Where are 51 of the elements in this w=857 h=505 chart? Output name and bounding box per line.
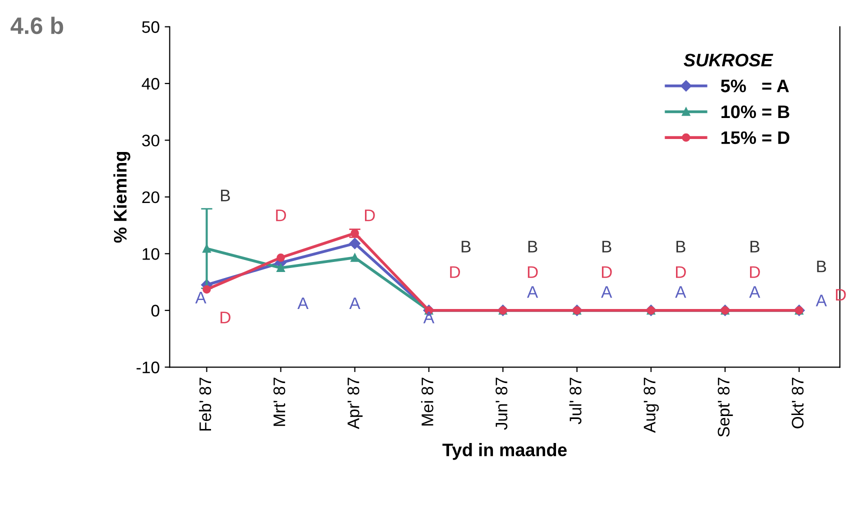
y-tick-label: 40 [142, 78, 160, 90]
y-tick-label: 20 [142, 191, 160, 204]
point [276, 253, 285, 262]
annotation: D [528, 266, 538, 278]
point [349, 238, 360, 250]
annotation: A [816, 294, 827, 306]
x-tick-label: Feb' 87 [198, 378, 212, 431]
x-tick-label: Okt' 87 [791, 378, 804, 428]
chart-title: 4.6 b [10, 16, 64, 34]
x-tick-label: Mei 87 [421, 378, 434, 426]
annotation: B [462, 240, 471, 252]
legend-label: 5% = A [720, 80, 789, 92]
annotation: A [527, 286, 538, 298]
annotation: D [676, 266, 686, 278]
annotation: A [297, 298, 309, 310]
annotation: A [749, 286, 760, 298]
x-tick-label: Jul' 87 [569, 378, 582, 424]
annotation: B [750, 240, 760, 252]
y-tick-label: 0 [151, 304, 160, 317]
x-tick-label: Jun' 87 [496, 378, 508, 430]
y-tick-label: 10 [142, 248, 160, 260]
annotation: A [601, 286, 612, 298]
annotation: D [364, 210, 375, 222]
point [350, 253, 359, 262]
legend-label: 10% = B [721, 105, 790, 118]
annotation: D [450, 266, 460, 278]
annotation: A [423, 312, 434, 324]
x-tick-label: Apr' 87 [347, 378, 363, 430]
annotation: A [675, 286, 686, 298]
annotation: B [528, 240, 538, 252]
annotation: D [276, 210, 286, 222]
annotation: B [817, 260, 826, 272]
annotation: B [602, 240, 612, 252]
annotation: B [221, 190, 230, 202]
annotation: D [602, 266, 612, 278]
y-tick-label: 50 [142, 21, 160, 33]
legend-title: SUKROSE [684, 54, 774, 66]
annotation: A [349, 298, 360, 310]
annotation: D [220, 312, 230, 324]
y-tick-label: -10 [136, 362, 160, 374]
x-axis-title: Tyd in maande [442, 443, 567, 460]
x-tick-label: Aug' 87 [644, 378, 659, 433]
annotation: A [195, 292, 206, 304]
annotation: B [676, 240, 686, 252]
y-tick-label: 30 [142, 134, 160, 146]
y-axis-title: % Kieming [113, 152, 130, 243]
x-tick-label: Sept' 87 [718, 378, 733, 437]
legend-label: 15% = D [721, 131, 790, 144]
x-tick-label: Mrt' 87 [273, 378, 286, 426]
annotation: D [750, 266, 760, 278]
point [276, 264, 285, 272]
